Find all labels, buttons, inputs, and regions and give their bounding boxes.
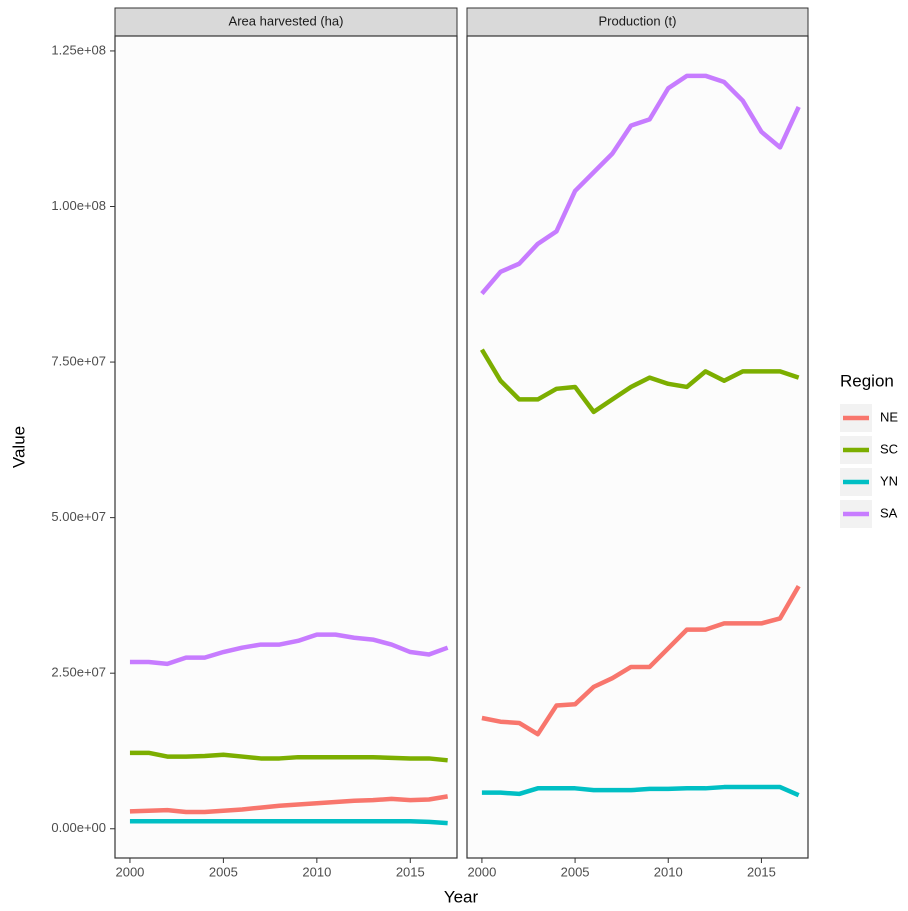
x-axis-title: Year (444, 887, 479, 906)
legend-label: SA (880, 505, 898, 520)
strip-label: Area harvested (ha) (229, 13, 344, 28)
series-line (479, 348, 800, 415)
series-line (129, 750, 448, 763)
x-tick-label: 2000 (467, 864, 496, 879)
y-tick-label: 0.00e+00 (51, 820, 106, 835)
x-tick-label: 2000 (115, 864, 144, 879)
series-line (480, 73, 801, 296)
y-tick-label: 7.50e+07 (51, 353, 106, 368)
panel-border (466, 35, 809, 859)
y-axis-title: Value (9, 426, 28, 468)
y-tick-label: 1.00e+08 (51, 198, 106, 213)
panel-background (115, 36, 457, 858)
series-line (129, 794, 449, 815)
series-line (481, 784, 800, 798)
series-line (481, 584, 801, 737)
legend-label: SC (880, 441, 898, 456)
x-tick-label: 2010 (302, 864, 331, 879)
x-tick-label: 2005 (209, 864, 238, 879)
x-tick-label: 2005 (561, 864, 590, 879)
series-line (129, 819, 448, 826)
panel-border (114, 35, 458, 859)
y-tick-label: 2.50e+07 (51, 665, 106, 680)
y-tick-label: 5.00e+07 (51, 509, 106, 524)
panel-background (467, 36, 808, 858)
legend-label: NE (880, 409, 898, 424)
strip-label: Production (t) (598, 13, 676, 28)
x-tick-label: 2015 (396, 864, 425, 879)
legend-title: Region (840, 371, 894, 390)
y-tick-label: 1.25e+08 (51, 42, 106, 57)
series-line (129, 632, 449, 667)
legend-label: YN (880, 473, 898, 488)
x-tick-label: 2010 (654, 864, 683, 879)
x-tick-label: 2015 (747, 864, 776, 879)
